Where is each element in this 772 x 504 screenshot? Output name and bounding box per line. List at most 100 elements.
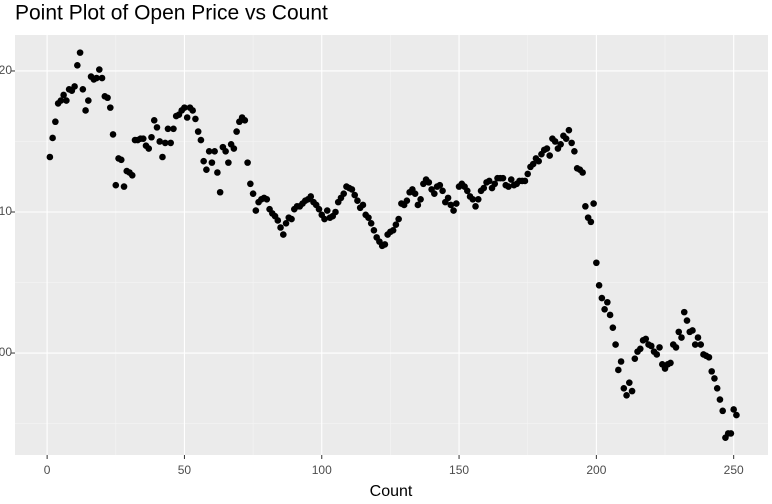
- point: [505, 183, 512, 190]
- point: [120, 183, 128, 190]
- point: [425, 179, 433, 186]
- y-tick-label: 100: [0, 345, 12, 359]
- point: [730, 406, 737, 413]
- point: [367, 219, 375, 227]
- x-tick-label: 0: [44, 463, 51, 477]
- point: [109, 131, 117, 138]
- point: [392, 221, 400, 228]
- point: [208, 159, 216, 166]
- point: [76, 49, 84, 56]
- point: [535, 157, 542, 165]
- point: [598, 294, 606, 302]
- point: [689, 327, 696, 334]
- point: [543, 145, 551, 152]
- point: [642, 335, 650, 343]
- x-tick-label: 100: [312, 463, 332, 477]
- point: [469, 196, 477, 203]
- point: [112, 181, 120, 189]
- point: [444, 194, 452, 202]
- point: [439, 187, 446, 195]
- point: [389, 227, 397, 234]
- point: [249, 190, 257, 197]
- point: [474, 196, 482, 203]
- point: [579, 169, 586, 176]
- point: [667, 359, 674, 367]
- y-tick-label: 110: [0, 204, 12, 218]
- point: [582, 203, 589, 210]
- point: [593, 259, 600, 267]
- point: [617, 358, 625, 365]
- point: [626, 379, 633, 386]
- point: [93, 74, 100, 82]
- point: [216, 188, 224, 196]
- point: [590, 200, 597, 207]
- y-tick-label: 120: [0, 63, 12, 77]
- point: [307, 193, 315, 200]
- point: [604, 298, 611, 306]
- point: [571, 148, 578, 155]
- point: [351, 191, 359, 199]
- point: [214, 169, 221, 176]
- point: [348, 186, 356, 193]
- point: [203, 166, 210, 173]
- chart-title: Point Plot of Open Price vs Count: [15, 2, 328, 25]
- point: [546, 152, 553, 159]
- point: [161, 139, 169, 147]
- point: [159, 153, 166, 161]
- point: [117, 156, 125, 164]
- point: [150, 117, 158, 124]
- point: [480, 184, 488, 192]
- point: [562, 135, 570, 142]
- point: [431, 190, 438, 197]
- point: [167, 139, 175, 147]
- x-tick-label: 250: [724, 463, 744, 477]
- point: [450, 207, 457, 214]
- point: [414, 201, 422, 209]
- point: [365, 214, 372, 221]
- point: [205, 148, 213, 155]
- point: [716, 396, 724, 403]
- point: [719, 407, 726, 415]
- point: [156, 138, 164, 145]
- point: [711, 375, 718, 382]
- point: [148, 133, 155, 141]
- point: [417, 196, 424, 203]
- x-tick-label: 150: [449, 463, 469, 477]
- point: [521, 177, 529, 185]
- point: [403, 197, 411, 205]
- point: [499, 174, 507, 182]
- point: [106, 104, 114, 111]
- point: [164, 125, 172, 133]
- point: [463, 187, 471, 195]
- point: [57, 97, 65, 104]
- point: [71, 83, 78, 90]
- point: [637, 345, 644, 353]
- point: [612, 341, 619, 348]
- point: [656, 344, 663, 351]
- point: [485, 177, 493, 185]
- point: [491, 180, 499, 188]
- point: [727, 430, 735, 437]
- point: [170, 125, 177, 133]
- point: [222, 148, 229, 155]
- point: [104, 94, 111, 102]
- point: [609, 324, 617, 331]
- point: [233, 128, 240, 135]
- x-axis-title: Count: [370, 483, 413, 500]
- point: [63, 97, 70, 104]
- point: [49, 134, 56, 142]
- point: [85, 97, 92, 104]
- point: [197, 136, 205, 144]
- point: [98, 74, 106, 82]
- point: [453, 200, 460, 207]
- point: [183, 114, 191, 121]
- point: [507, 176, 515, 183]
- point: [96, 66, 103, 73]
- point: [447, 201, 455, 209]
- point: [332, 208, 339, 216]
- point: [74, 62, 81, 69]
- point: [252, 207, 260, 214]
- point: [529, 160, 537, 168]
- point: [52, 118, 59, 126]
